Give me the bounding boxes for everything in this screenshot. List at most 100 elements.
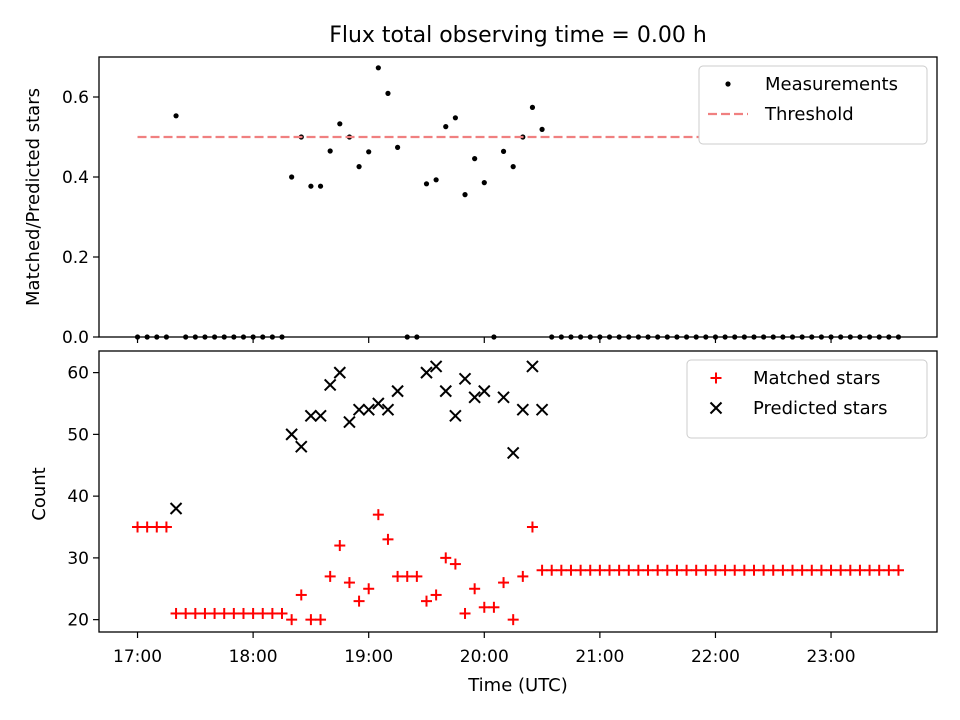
measurements-point	[394, 144, 401, 150]
matched-stars-point	[286, 614, 298, 626]
measurements-point	[529, 104, 536, 110]
measurements-point	[366, 149, 372, 155]
legend-label: Measurements	[765, 74, 898, 95]
matched-stars-point	[835, 564, 847, 576]
matched-stars-point	[565, 564, 577, 576]
matched-stars-point	[276, 607, 288, 619]
matched-stars-point	[449, 558, 461, 570]
count-legend: Matched stars Predicted stars	[686, 359, 928, 439]
measurements-point	[500, 148, 507, 154]
matched-stars-point	[507, 614, 519, 626]
matched-stars-point	[189, 607, 201, 619]
matched-stars-point	[575, 564, 587, 576]
y-tick-label: 60	[67, 364, 89, 384]
matched-stars-point	[854, 564, 866, 576]
measurements-point	[317, 183, 324, 189]
matched-stars-point	[141, 521, 153, 533]
matched-stars-point	[517, 570, 529, 582]
y-tick-label: 0.4	[62, 168, 89, 188]
measurements-point	[385, 90, 391, 96]
y-tick-label: 20	[67, 611, 89, 631]
y-tick-label: 0.0	[62, 328, 89, 348]
predicted-stars-point	[516, 403, 530, 416]
matched-stars-point	[844, 564, 856, 576]
matched-stars-point	[218, 607, 230, 619]
matched-stars-point	[228, 607, 240, 619]
matched-stars-point	[478, 601, 490, 613]
predicted-stars-point	[372, 397, 385, 410]
matched-stars-point	[247, 607, 259, 619]
matched-stars-point	[864, 564, 876, 576]
matched-stars-point	[411, 570, 423, 582]
predicted-stars-point	[535, 403, 549, 416]
legend-marker-swatch	[710, 372, 722, 384]
measurements-point	[308, 183, 314, 189]
predicted-stars-point	[478, 384, 491, 398]
matched-stars-point	[257, 607, 269, 619]
predicted-stars-point	[381, 403, 395, 416]
legend-marker-swatch	[709, 401, 723, 415]
matched-stars-point	[613, 564, 625, 576]
matched-stars-point	[401, 570, 413, 582]
matched-stars-point	[334, 540, 346, 552]
legend-marker-swatch	[725, 81, 731, 87]
matched-stars-point	[382, 533, 394, 545]
predicted-stars-point	[497, 391, 510, 404]
matched-stars-point	[315, 614, 327, 626]
measurements-point	[423, 181, 430, 187]
measurements-point	[356, 164, 362, 170]
legend-box	[686, 359, 928, 439]
matched-stars-point	[546, 564, 558, 576]
predicted-stars-point	[323, 378, 337, 392]
matched-stars-point	[883, 564, 895, 576]
predicted-stars-point	[449, 409, 462, 423]
matched-stars-point	[806, 564, 818, 576]
matched-stars-point	[604, 564, 616, 576]
matched-stars-point	[642, 564, 654, 576]
x-tick-label: 22:00	[691, 647, 740, 667]
matched-stars-point	[392, 570, 404, 582]
measurements-point	[539, 126, 545, 132]
matched-stars-point	[690, 564, 702, 576]
matched-stars-point	[440, 552, 452, 564]
matched-stars-point	[796, 564, 808, 576]
measurements-point	[510, 164, 516, 170]
matched-stars-point	[324, 570, 336, 582]
ratio-marks	[134, 65, 902, 340]
x-tick-label: 21:00	[575, 647, 624, 667]
predicted-stars-point	[169, 502, 183, 515]
matched-stars-point	[767, 564, 779, 576]
measurements-point	[433, 177, 439, 183]
matched-stars-point	[266, 607, 278, 619]
count-marks	[132, 360, 904, 626]
matched-stars-point	[459, 607, 471, 619]
matched-stars-point	[825, 564, 837, 576]
y-axis-label: Count	[29, 467, 50, 520]
matched-stars-point	[892, 564, 904, 576]
matched-stars-point	[555, 564, 567, 576]
matched-stars-point	[632, 564, 644, 576]
matched-stars-point	[430, 589, 442, 601]
predicted-stars-point	[458, 372, 472, 385]
matched-stars-point	[681, 564, 693, 576]
matched-stars-point	[209, 607, 221, 619]
matched-stars-point	[295, 589, 307, 601]
matched-stars-point	[787, 564, 799, 576]
measurements-point	[452, 115, 458, 121]
matched-stars-point	[748, 564, 760, 576]
chart-title: Flux total observing time = 0.00 h	[329, 23, 707, 48]
predicted-stars-point	[420, 366, 433, 379]
predicted-stars-point	[391, 384, 404, 398]
measurements-point	[327, 148, 333, 154]
matched-stars-point	[758, 564, 770, 576]
predicted-stars-point	[526, 360, 539, 373]
legend-box	[698, 65, 928, 145]
matched-stars-point	[661, 564, 673, 576]
matched-stars-point	[526, 521, 538, 533]
matched-stars-point	[132, 521, 144, 533]
measurements-point	[289, 174, 295, 180]
matched-stars-point	[738, 564, 750, 576]
y-tick-label: 40	[67, 487, 89, 507]
matched-stars-point	[343, 577, 355, 589]
matched-stars-point	[594, 564, 606, 576]
